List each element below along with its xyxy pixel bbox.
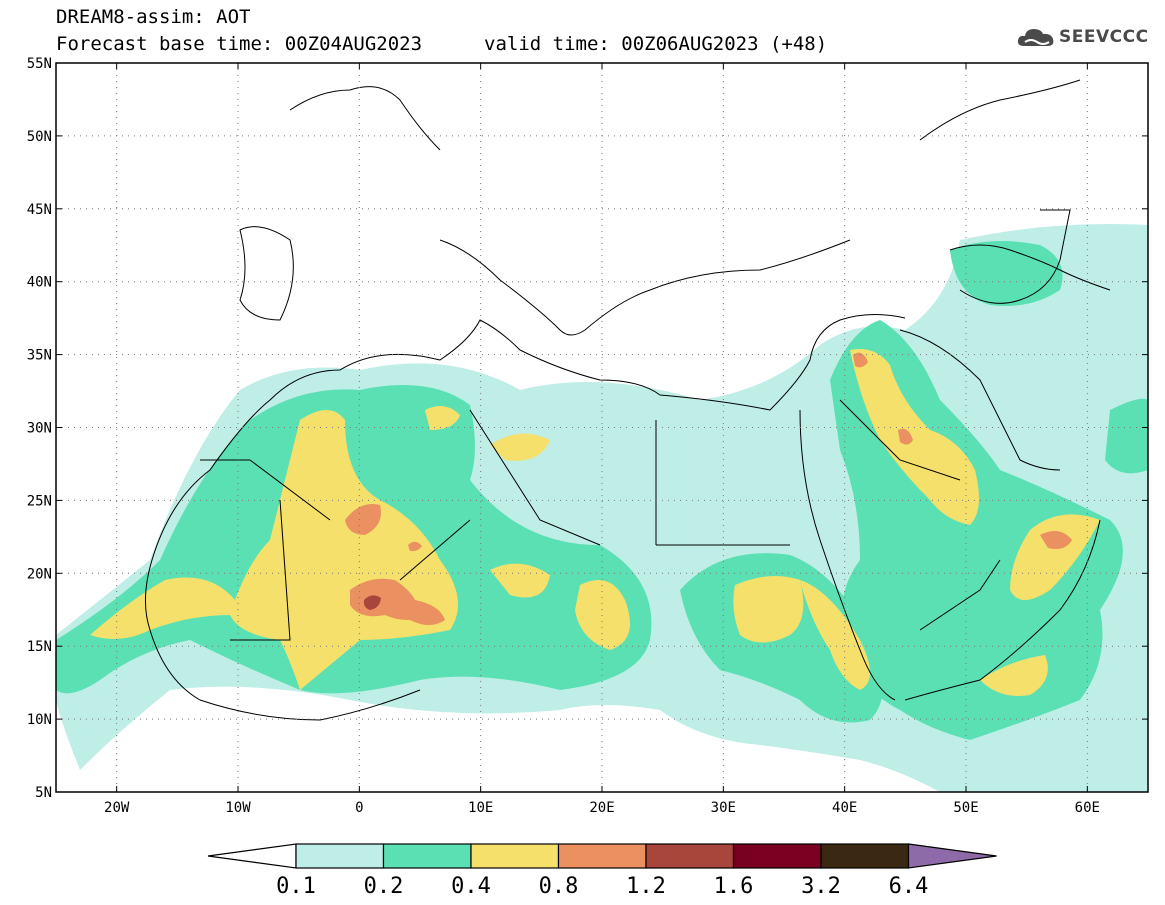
lon-label: 40E — [832, 800, 857, 816]
colorbar-box — [732, 843, 822, 869]
model-title: DREAM8-assim: AOT — [56, 6, 251, 28]
lon-label: 20E — [589, 800, 614, 816]
colorbar — [207, 843, 997, 869]
aot-field-very-high — [345, 352, 1072, 625]
lat-label: 15N — [27, 639, 52, 655]
colorbar-label: 0.1 — [276, 874, 316, 899]
lat-label: 30N — [27, 421, 52, 437]
lat-label: 40N — [27, 275, 52, 291]
colorbar-labels: 0.1 0.2 0.4 0.8 1.2 1.6 3.2 6.4 — [276, 874, 928, 899]
lon-label: 50E — [953, 800, 978, 816]
colorbar-label: 0.2 — [364, 874, 404, 899]
axis-ticks — [56, 62, 1148, 793]
colorbar-box — [382, 843, 472, 869]
gridlines — [56, 63, 1148, 792]
lon-label: 20W — [104, 800, 130, 816]
colorbar-label: 6.4 — [889, 874, 929, 899]
lat-label: 55N — [27, 56, 52, 72]
colorbar-label: 3.2 — [801, 874, 841, 899]
logo-text: SEEVCCC — [1059, 27, 1149, 47]
lat-label: 20N — [27, 566, 52, 582]
lat-label: 10N — [27, 712, 52, 728]
aot-field-extreme — [363, 595, 381, 610]
colorbar-label: 0.8 — [539, 874, 579, 899]
colorbar-max-arrow — [907, 843, 997, 869]
colorbar-label: 1.6 — [714, 874, 754, 899]
colorbar-label: 0.4 — [451, 874, 491, 899]
colorbar-box — [645, 843, 735, 869]
lat-label: 45N — [27, 202, 52, 218]
lon-label: 10W — [225, 800, 251, 816]
lat-label: 35N — [27, 348, 52, 364]
latitude-labels: 5N 10N 15N 20N 25N 30N 35N 40N 45N 50N 55N — [27, 56, 52, 801]
lon-label: 10E — [468, 800, 493, 816]
valid-time: valid time: 00Z06AUG2023 (+48) — [484, 33, 828, 55]
colorbar-min-arrow — [207, 843, 297, 869]
colorbar-box — [557, 843, 647, 869]
longitude-labels: 20W 10W 0 10E 20E 30E 40E 50E 60E — [104, 800, 1100, 816]
seevccc-logo: SEEVCCC — [1016, 25, 1149, 49]
colorbar-label: 1.2 — [626, 874, 666, 899]
lat-label: 5N — [35, 785, 52, 801]
coastlines — [144, 79, 1111, 721]
base-time: Forecast base time: 00Z04AUG2023 — [56, 33, 423, 55]
colorbar-box — [820, 843, 910, 869]
colorbar-box — [470, 843, 560, 869]
aot-field-high — [90, 349, 1100, 696]
lon-label: 30E — [711, 800, 736, 816]
cloud-logo-icon — [1017, 29, 1054, 46]
lon-label: 0 — [355, 800, 363, 816]
colorbar-box — [295, 843, 385, 869]
lat-label: 25N — [27, 493, 52, 509]
lon-label: 60E — [1075, 800, 1100, 816]
lat-label: 50N — [27, 129, 52, 145]
